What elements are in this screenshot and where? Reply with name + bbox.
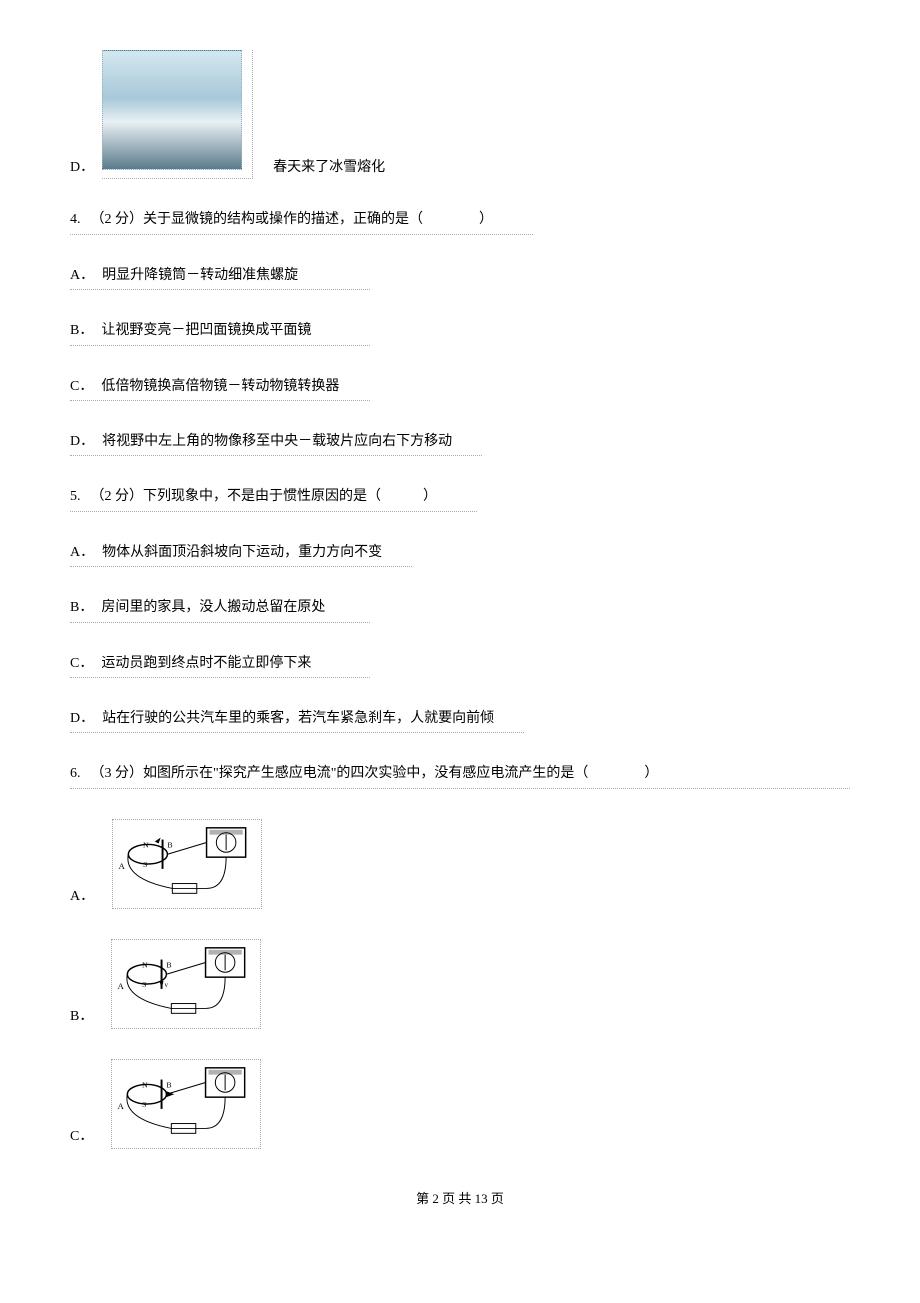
option-letter: B． (70, 320, 93, 342)
q5-option-c: C． 运动员跑到终点时不能立即停下来 (70, 653, 370, 678)
question-text: 关于显微镜的结构或操作的描述，正确的是（ ） (143, 209, 533, 231)
question-points: （2 分） (91, 209, 144, 231)
image-wrap (102, 50, 253, 179)
option-text: 明显升降镜筒－转动细准焦螺旋 (102, 265, 328, 287)
question-number: 6. (70, 763, 81, 785)
option-text: 春天来了冰雪熔化 (273, 157, 415, 179)
svg-text:B: B (168, 840, 173, 849)
option-letter: B． (70, 597, 93, 619)
q5-option-a: A． 物体从斜面顶沿斜坡向下运动，重力方向不变 (70, 542, 412, 567)
option-text: 站在行驶的公共汽车里的乘客，若汽车紧急刹车，人就要向前倾 (102, 708, 524, 730)
page-footer: 第 2 页 共 13 页 (70, 1189, 850, 1210)
option-letter: C． (70, 376, 93, 398)
svg-text:S: S (143, 860, 147, 869)
q4-option-c: C． 低倍物镜换高倍物镜－转动物镜转换器 (70, 376, 370, 401)
option-letter: C． (70, 653, 93, 675)
svg-text:B: B (167, 1080, 172, 1089)
ice-melting-image (102, 50, 242, 170)
option-text: 将视野中左上角的物像移至中央－载玻片应向右下方移动 (102, 431, 482, 453)
svg-text:A: A (119, 861, 126, 871)
q4-option-d: D． 将视野中左上角的物像移至中央－载玻片应向右下方移动 (70, 431, 482, 456)
option-text: 低倍物镜换高倍物镜－转动物镜转换器 (101, 376, 369, 398)
option-letter: B． (70, 1006, 93, 1028)
question-4: 4. （2 分） 关于显微镜的结构或操作的描述，正确的是（ ） (70, 209, 533, 234)
question-number: 4. (70, 209, 81, 231)
option-letter: A． (70, 886, 94, 908)
option-text: 房间里的家具，没人搬动总留在原处 (101, 597, 355, 619)
q3-option-d: D． 春天来了冰雪熔化 (70, 50, 850, 179)
svg-text:A: A (118, 981, 125, 991)
q6-option-c: C． N S B A (70, 1059, 850, 1149)
option-text: 让视野变亮－把凹面镜换成平面镜 (101, 320, 341, 342)
question-points: （3 分） (91, 763, 144, 785)
svg-text:B: B (167, 960, 172, 969)
svg-text:N: N (142, 1080, 148, 1089)
question-6: 6. （3 分） 如图所示在"探究产生感应电流"的四次实验中，没有感应电流产生的… (70, 763, 850, 788)
svg-text:S: S (142, 980, 146, 989)
page-number: 第 2 页 共 13 页 (416, 1191, 504, 1206)
option-letter: C． (70, 1126, 93, 1148)
svg-text:v: v (165, 982, 169, 989)
option-text: 物体从斜面顶沿斜坡向下运动，重力方向不变 (102, 542, 412, 564)
svg-text:S: S (142, 1100, 146, 1109)
question-points: （2 分） (91, 486, 144, 508)
option-letter: A． (70, 265, 94, 287)
option-letter: D． (70, 157, 94, 179)
q5-option-b: B． 房间里的家具，没人搬动总留在原处 (70, 597, 370, 622)
q5-option-d: D． 站在行驶的公共汽车里的乘客，若汽车紧急刹车，人就要向前倾 (70, 708, 524, 733)
q4-option-b: B． 让视野变亮－把凹面镜换成平面镜 (70, 320, 370, 345)
circuit-diagram-c: N S B A (111, 1059, 261, 1149)
circuit-diagram-b: N S B A v (111, 939, 261, 1029)
question-text: 下列现象中，不是由于惯性原因的是（ ） (143, 486, 477, 508)
q4-option-a: A． 明显升降镜筒－转动细准焦螺旋 (70, 265, 370, 290)
option-letter: A． (70, 542, 94, 564)
question-5: 5. （2 分） 下列现象中，不是由于惯性原因的是（ ） (70, 486, 477, 511)
svg-text:N: N (142, 960, 148, 969)
q6-option-b: B． N S B A v (70, 939, 850, 1029)
option-letter: D． (70, 431, 94, 453)
q6-option-a: A． N S B A (70, 819, 850, 909)
option-letter: D． (70, 708, 94, 730)
svg-text:N: N (143, 840, 149, 849)
question-text: 如图所示在"探究产生感应电流"的四次实验中，没有感应电流产生的是（ ） (143, 763, 698, 785)
option-text: 运动员跑到终点时不能立即停下来 (101, 653, 341, 675)
circuit-diagram-a: N S B A (112, 819, 262, 909)
question-number: 5. (70, 486, 81, 508)
svg-text:A: A (118, 1101, 125, 1111)
